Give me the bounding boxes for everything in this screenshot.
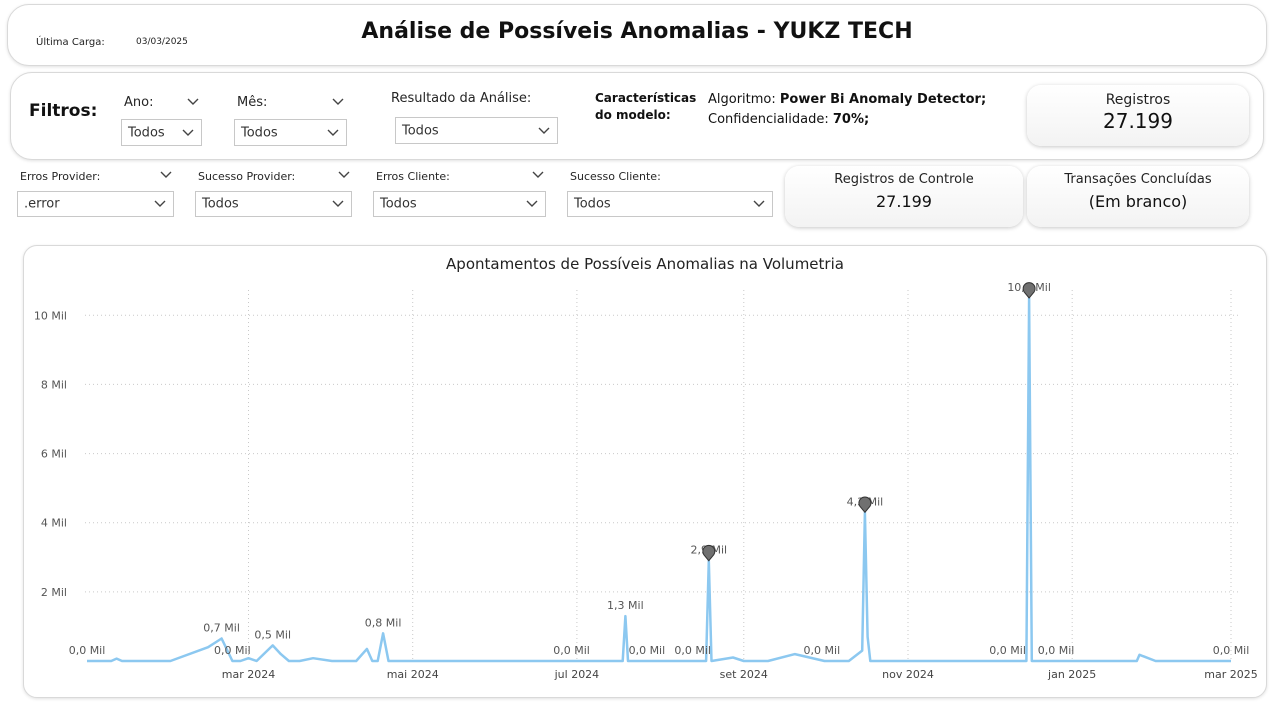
volumetry-line-chart[interactable]: 2 Mil 4 Mil 6 Mil 8 Mil 10 Mil mar 2024 mai 20… — [23, 245, 1267, 698]
y-tick-label: 4 Mil — [41, 517, 67, 530]
model-algorithm: Algoritmo: Power Bi Anomaly Detector; — [708, 92, 986, 107]
y-tick-label: 10 Mil — [34, 309, 67, 322]
x-tick-label: mai 2024 — [387, 668, 439, 681]
chevron-down-icon — [526, 200, 538, 207]
model-confidence-value: 70%; — [832, 112, 870, 127]
sucesso-provider-value: Todos — [202, 196, 239, 212]
x-tick-label: nov 2024 — [882, 668, 934, 681]
sucesso-provider-dropdown[interactable]: Todos — [195, 191, 352, 217]
erros-cliente-value: Todos — [380, 196, 417, 212]
chevron-down-icon — [182, 129, 194, 136]
page-title: Análise de Possíveis Anomalias - YUKZ TE… — [361, 19, 913, 44]
last-load-date: 03/03/2025 — [136, 37, 188, 47]
model-confidence-label: Confidencialidade: — [708, 112, 833, 127]
data-label: 0,0 Mil — [629, 644, 666, 657]
data-label: 0,0 Mil — [674, 644, 711, 657]
kpi-registros-label: Registros — [1105, 92, 1171, 108]
x-tick-label: jul 2024 — [554, 668, 600, 681]
data-label: 0,0 Mil — [1213, 644, 1250, 657]
erros-provider-dropdown[interactable]: .error — [17, 191, 174, 217]
kpi-transacoes-label: Transações Concluídas — [1064, 172, 1212, 187]
erros-cliente-dropdown[interactable]: Todos — [373, 191, 546, 217]
y-tick-label: 8 Mil — [41, 378, 67, 391]
model-label-line1: Características — [595, 91, 697, 105]
mes-label: Mês: — [237, 95, 268, 110]
data-label: 0,0 Mil — [69, 644, 106, 657]
anomaly-marker[interactable] — [1022, 282, 1036, 299]
ano-label: Ano: — [124, 95, 154, 110]
chevron-down-icon — [327, 129, 339, 136]
ano-header-chevron-icon[interactable] — [186, 97, 200, 107]
kpi-registros-card: Registros 27.199 — [1027, 85, 1249, 146]
sucesso-cliente-dropdown[interactable]: Todos — [567, 191, 773, 217]
data-label: 0,7 Mil — [203, 622, 240, 635]
chart-card: Apontamentos de Possíveis Anomalias na V… — [23, 245, 1267, 698]
sucesso-cliente-label: Sucesso Cliente: — [570, 170, 661, 183]
kpi-registros-controle-card: Registros de Controle 27.199 — [785, 166, 1023, 227]
kpi-registros-value: 27.199 — [1103, 109, 1173, 133]
data-label: 0,0 Mil — [1038, 644, 1075, 657]
x-tick-label: mar 2024 — [222, 668, 275, 681]
last-load-label: Última Carga: — [36, 37, 105, 48]
chevron-down-icon — [332, 200, 344, 207]
anomaly-marker[interactable] — [858, 496, 872, 514]
resultado-value: Todos — [402, 123, 439, 138]
kpi-registros-controle-label: Registros de Controle — [834, 172, 974, 187]
model-algorithm-value: Power Bi Anomaly Detector; — [779, 92, 987, 107]
erros-provider-value: .error — [24, 196, 60, 212]
chevron-down-icon — [753, 200, 765, 207]
model-confidence: Confidencialidade: 70%; — [708, 112, 869, 127]
chevron-down-icon — [154, 200, 166, 207]
erros-cliente-header-chevron-icon[interactable] — [531, 170, 545, 180]
chart-title: Apontamentos de Possíveis Anomalias na V… — [446, 255, 844, 273]
anomaly-marker[interactable] — [702, 545, 716, 562]
resultado-dropdown[interactable]: Todos — [395, 117, 558, 144]
volumetry-series-line — [87, 296, 1231, 663]
erros-provider-label: Erros Provider: — [20, 170, 101, 183]
resultado-label: Resultado da Análise: — [391, 91, 532, 106]
erros-provider-header-chevron-icon[interactable] — [159, 170, 173, 180]
x-tick-label: jan 2025 — [1047, 668, 1096, 681]
mes-header-chevron-icon[interactable] — [331, 97, 345, 107]
model-algorithm-label: Algoritmo: — [708, 92, 780, 107]
header-card: Última Carga: 03/03/2025 Análise de Poss… — [7, 4, 1267, 66]
filters-label: Filtros: — [29, 101, 98, 121]
kpi-registros-controle-value: 27.199 — [876, 192, 932, 211]
ano-value: Todos — [128, 125, 165, 140]
mes-dropdown[interactable]: Todos — [234, 119, 347, 146]
sucesso-provider-header-chevron-icon[interactable] — [337, 170, 351, 180]
data-label: 0,8 Mil — [365, 616, 402, 629]
y-tick-label: 2 Mil — [41, 586, 67, 599]
erros-cliente-label: Erros Cliente: — [376, 170, 450, 183]
data-label: 0,0 Mil — [804, 644, 841, 657]
mes-value: Todos — [241, 125, 278, 140]
kpi-transacoes-card: Transações Concluídas (Em branco) — [1027, 166, 1249, 227]
sucesso-cliente-value: Todos — [574, 196, 611, 212]
chevron-down-icon — [538, 127, 550, 134]
data-label: 0,0 Mil — [214, 644, 251, 657]
kpi-transacoes-value: (Em branco) — [1088, 192, 1188, 211]
ano-dropdown[interactable]: Todos — [121, 119, 202, 146]
y-tick-label: 6 Mil — [41, 448, 67, 461]
data-label: 0,5 Mil — [254, 628, 291, 641]
x-tick-label: set 2024 — [720, 668, 768, 681]
data-label: 0,0 Mil — [989, 644, 1026, 657]
data-label: 0,0 Mil — [553, 644, 590, 657]
data-label: 1,3 Mil — [607, 599, 644, 612]
sucesso-provider-label: Sucesso Provider: — [198, 170, 296, 183]
model-label-line2: do modelo: — [595, 108, 671, 122]
x-tick-label: mar 2025 — [1204, 668, 1257, 681]
